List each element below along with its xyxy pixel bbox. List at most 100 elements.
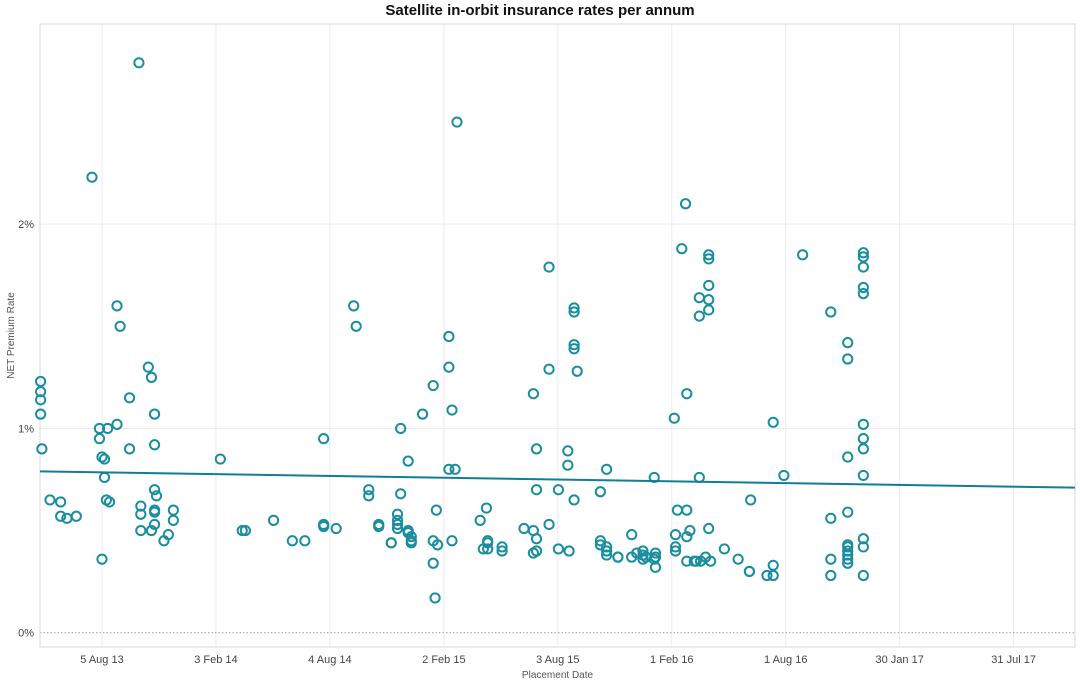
data-point — [842, 553, 854, 565]
data-point — [842, 545, 854, 557]
data-point — [684, 524, 696, 537]
data-point — [718, 543, 730, 555]
data-point — [530, 533, 543, 545]
data-point — [631, 547, 643, 559]
data-point — [405, 531, 417, 543]
data-point — [98, 471, 111, 484]
data-point — [135, 524, 147, 537]
x-tick-label: 2 Feb 15 — [422, 654, 465, 666]
plot-frame — [39, 23, 1076, 648]
y-axis-ticks: 0% 1% 2% — [18, 219, 34, 640]
data-point — [35, 408, 47, 420]
data-point — [671, 504, 684, 516]
data-point — [70, 510, 82, 522]
data-point — [857, 247, 869, 259]
data-point — [857, 261, 869, 273]
data-point — [857, 288, 869, 300]
data-point — [568, 343, 580, 355]
data-point — [405, 537, 417, 549]
data-point — [676, 243, 688, 255]
data-point — [681, 388, 693, 400]
data-point — [842, 541, 854, 553]
data-point — [482, 543, 494, 555]
data-point — [391, 514, 404, 526]
data-point — [430, 504, 442, 516]
data-point — [350, 320, 362, 332]
data-point — [857, 569, 869, 582]
data-point — [594, 535, 606, 547]
data-point — [167, 504, 179, 516]
data-point — [703, 249, 715, 261]
data-point — [443, 361, 455, 373]
data-point — [648, 471, 660, 484]
data-point — [543, 261, 555, 273]
data-point — [527, 388, 539, 400]
data-point — [474, 514, 486, 526]
data-point — [142, 361, 154, 373]
x-tick-label: 4 Aug 14 — [308, 654, 351, 666]
x-axis-title: Placement Date — [522, 670, 594, 681]
data-point — [842, 451, 854, 463]
y-tick-label: 0% — [18, 628, 34, 640]
data-point — [429, 592, 441, 604]
data-point — [348, 300, 360, 312]
data-point — [98, 453, 111, 465]
data-point — [145, 371, 158, 383]
data-point — [767, 416, 779, 428]
data-point — [857, 533, 869, 545]
data-point — [552, 543, 565, 555]
data-point — [857, 443, 869, 455]
data-point — [669, 545, 682, 557]
data-point — [797, 249, 809, 261]
data-point — [530, 484, 543, 496]
data-point — [568, 302, 580, 314]
data-point — [601, 463, 613, 475]
data-point — [44, 494, 56, 506]
data-points — [35, 57, 869, 604]
data-point — [825, 569, 837, 582]
data-point — [649, 547, 662, 559]
data-point — [857, 541, 869, 553]
data-point — [286, 535, 298, 547]
data-point — [562, 445, 574, 457]
data-point — [594, 486, 606, 498]
data-point — [745, 494, 757, 506]
data-point — [123, 443, 136, 455]
data-point — [568, 494, 580, 506]
data-point — [133, 57, 145, 69]
data-point — [690, 555, 702, 567]
data-point — [679, 198, 692, 210]
data-point — [148, 408, 161, 420]
chart-title: Satellite in-orbit insurance rates per a… — [385, 2, 695, 19]
data-point — [857, 433, 869, 445]
data-point — [123, 392, 136, 404]
data-point — [842, 557, 854, 569]
data-point — [96, 451, 108, 463]
data-point — [148, 506, 161, 518]
data-point — [318, 520, 330, 533]
data-point — [568, 306, 580, 318]
data-point — [111, 418, 123, 430]
data-point — [601, 549, 613, 561]
data-point — [842, 337, 854, 349]
data-point — [114, 320, 126, 332]
data-point — [693, 292, 705, 304]
data-point — [496, 541, 508, 553]
data-point — [214, 453, 226, 465]
data-point — [743, 565, 756, 578]
data-point — [825, 512, 837, 524]
data-point — [703, 253, 715, 265]
x-tick-label: 3 Aug 15 — [536, 654, 579, 666]
data-point — [443, 463, 455, 475]
data-point — [318, 433, 330, 445]
data-point — [299, 535, 311, 547]
data-point — [35, 394, 47, 406]
data-point — [148, 439, 161, 451]
data-point — [681, 504, 693, 516]
data-point — [162, 529, 174, 541]
data-point — [562, 459, 574, 471]
data-point — [842, 506, 854, 518]
data-point — [431, 539, 444, 551]
data-point — [451, 116, 463, 128]
